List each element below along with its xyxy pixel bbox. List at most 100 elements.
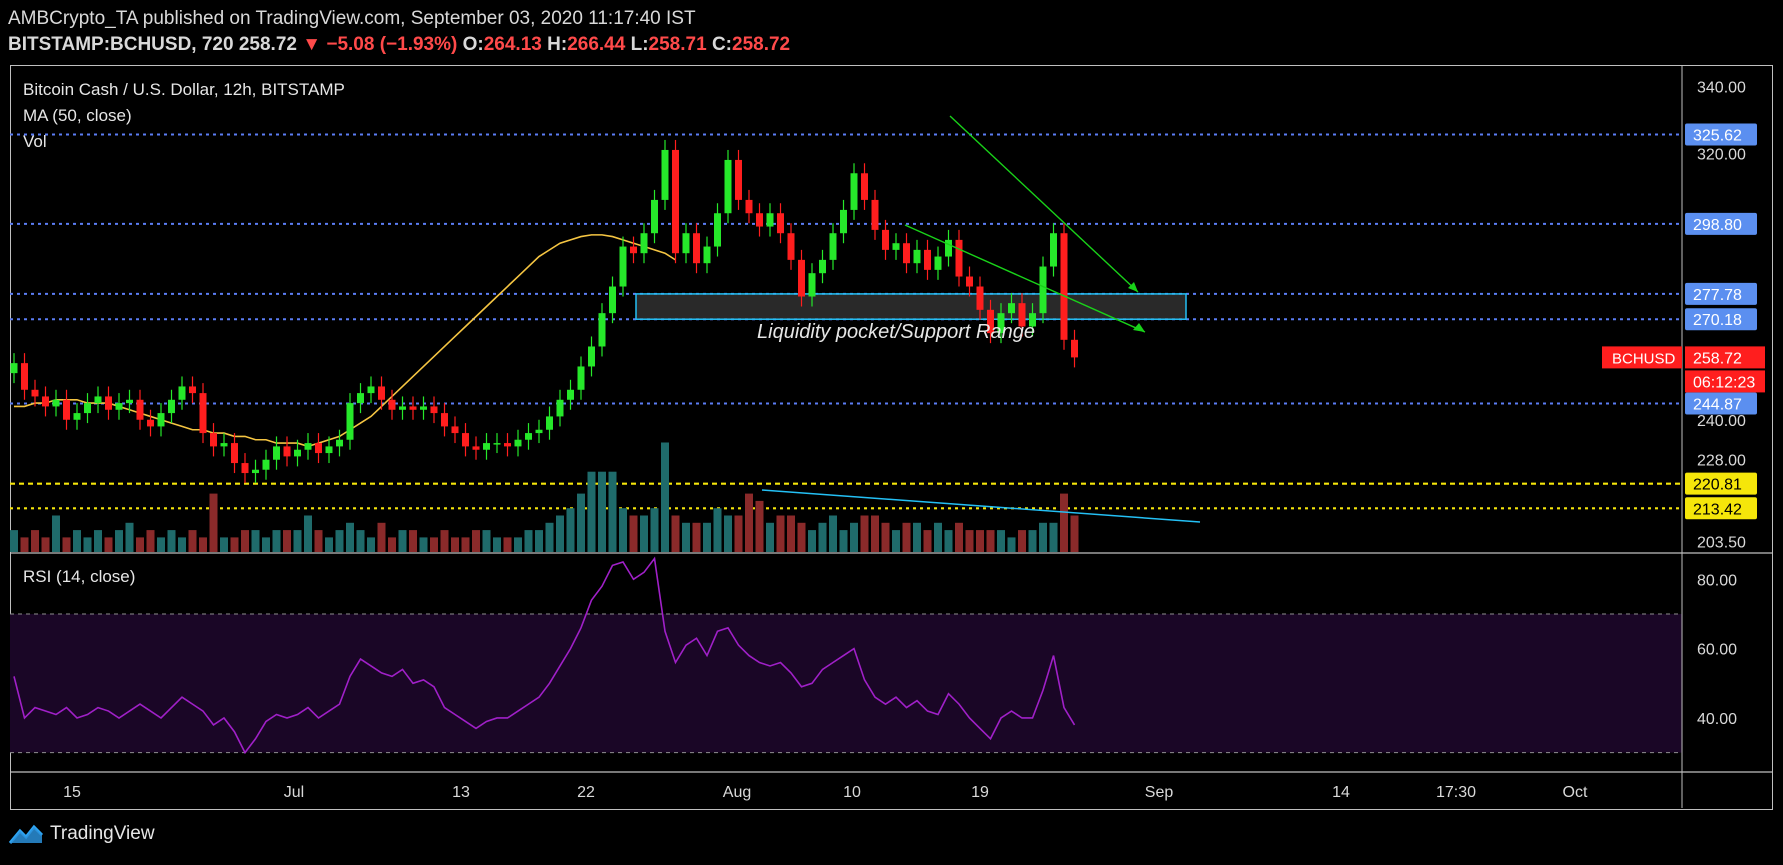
time-tick-9: 17:30 [1436, 784, 1476, 801]
candle-body-36 [388, 399, 396, 410]
volume-bar-0 [10, 530, 18, 552]
level-label-5: 220.81 [1693, 477, 1742, 494]
volume-bar-53 [566, 508, 575, 552]
volume-bar-80 [850, 522, 858, 552]
footer-brand-label: TradingView [50, 823, 155, 844]
volume-bar-18 [199, 537, 207, 552]
candle-body-7 [84, 403, 91, 414]
candle-body-34 [367, 386, 375, 394]
candle-body-43 [462, 433, 469, 447]
candle-body-32 [346, 403, 354, 440]
volume-bar-13 [146, 530, 155, 552]
volume-bar-86 [913, 522, 921, 552]
candle-body-29 [315, 443, 322, 454]
volume-bar-38 [409, 530, 417, 552]
candle-body-59 [630, 246, 637, 254]
volume-bar-17 [188, 530, 197, 552]
volume-bar-78 [829, 515, 837, 552]
volume-bar-97 [1028, 530, 1037, 552]
candle-body-11 [126, 399, 133, 404]
candle-body-20 [220, 443, 228, 447]
volume-bar-12 [136, 537, 144, 552]
level-label-4: 244.87 [1693, 397, 1742, 414]
candle-body-47 [504, 443, 511, 447]
volume-bar-73 [776, 515, 785, 552]
axes: 80.00 60.00 40.00 325.62 298.80 277.78 270.18 2… [10, 65, 1772, 808]
chart-header: AMBCrypto_TA published on TradingView.co… [8, 6, 790, 58]
price-tick-4: 203.50 [1697, 534, 1746, 551]
low-value: 258.71 [648, 34, 707, 55]
candle-body-77 [819, 259, 826, 274]
rsi-line [13, 556, 1076, 755]
volume-bar-56 [598, 471, 606, 552]
chart-title: Bitcoin Cash / U.S. Dollar, 12h, BITSTAM… [23, 80, 345, 99]
candle-body-55 [588, 346, 595, 367]
volume-bar-6 [73, 530, 81, 552]
candle-body-96 [1018, 303, 1026, 327]
volume-bar-65 [692, 522, 701, 552]
candle-body-33 [357, 393, 364, 404]
candle-body-99 [1050, 233, 1057, 267]
volume-bar-14 [157, 537, 165, 552]
volume-bar-94 [997, 530, 1005, 552]
candle-body-98 [1039, 266, 1047, 314]
volume-bar-83 [881, 522, 890, 552]
support-zone-rect [635, 293, 1187, 320]
candle-body-97 [1029, 313, 1036, 327]
volume-bar-43 [461, 537, 470, 552]
level-label-0: 325.62 [1693, 128, 1742, 145]
level-tag-2 [1685, 282, 1757, 305]
volume-bar-98 [1039, 522, 1047, 552]
candle-body-57 [609, 286, 616, 314]
candle-body-71 [756, 213, 763, 227]
candle-body-48 [514, 439, 522, 447]
low-label: L: [630, 34, 649, 55]
volume-bar-50 [535, 530, 543, 552]
volume-bar-26 [283, 530, 291, 552]
volume-bar-69 [734, 515, 743, 552]
candle-body-80 [850, 173, 858, 210]
candle-body-64 [682, 233, 690, 254]
candle-body-37 [399, 406, 406, 410]
publisher-line: AMBCrypto_TA published on TradingView.co… [8, 8, 696, 29]
volume-bar-66 [703, 522, 711, 552]
volume-bar-44 [472, 530, 480, 552]
volume-bar-57 [608, 471, 617, 552]
volume-bar-30 [325, 537, 333, 552]
volume-bar-82 [871, 515, 879, 552]
volume-bar-68 [724, 515, 732, 552]
chart-frame[interactable] [10, 65, 1773, 810]
candle-body-70 [745, 199, 753, 214]
candle-body-44 [472, 446, 480, 450]
candle-body-61 [651, 199, 658, 234]
candle-body-16 [178, 386, 186, 400]
time-tick-1: Jul [284, 784, 304, 801]
level-label-3: 270.18 [1693, 312, 1742, 329]
footer-brand[interactable]: TradingView [8, 823, 155, 845]
time-tick-10: Oct [1563, 784, 1588, 801]
price-tick-2: 240.00 [1697, 413, 1746, 430]
level-label-2: 277.78 [1693, 287, 1742, 304]
candle-body-15 [168, 399, 175, 414]
volume-bar-22 [241, 530, 249, 552]
candle-body-3 [42, 396, 49, 407]
volume-bar-46 [493, 537, 501, 552]
volume-bar-63 [671, 515, 680, 552]
volume-bar-67 [713, 508, 722, 552]
volume-bar-71 [755, 500, 764, 552]
symbol: BITSTAMP:BCHUSD, 720 [8, 34, 234, 55]
volume-bar-92 [976, 530, 984, 552]
volume-bar-19 [209, 493, 218, 552]
candle-body-78 [829, 233, 837, 260]
volume-bar-52 [556, 515, 564, 552]
symbol-quote-line: BITSTAMP:BCHUSD, 720 258.72 ▼ −5.08 (−1.… [8, 32, 790, 58]
time-tick-7: Sep [1145, 784, 1174, 801]
level-tag-1 [1685, 212, 1757, 235]
candle-body-42 [451, 426, 459, 434]
candle-body-60 [640, 233, 648, 254]
volume-bar-100 [1060, 493, 1068, 552]
volume-bar-84 [892, 530, 900, 552]
candle-body-6 [73, 413, 81, 420]
volume-bar-101 [1070, 515, 1079, 552]
